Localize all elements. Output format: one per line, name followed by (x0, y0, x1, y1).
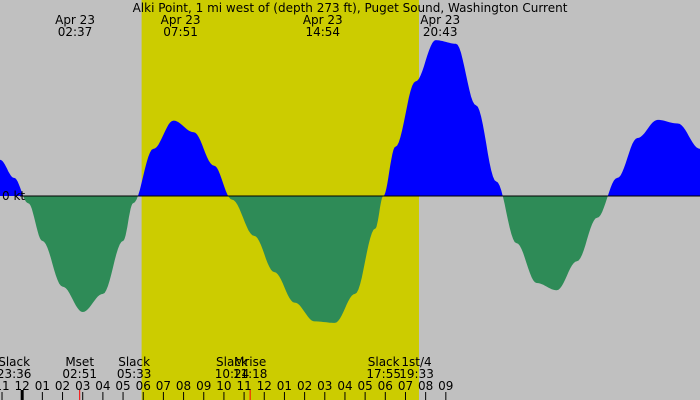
top-date-label: Apr 23 (55, 13, 95, 27)
hour-tick-label: 04 (337, 379, 352, 393)
event-name-label: Mset (65, 355, 94, 369)
hour-tick-label: 09 (438, 379, 453, 393)
hour-tick-label: 08 (418, 379, 433, 393)
hour-tick-label: 01 (277, 379, 292, 393)
event-time-label: 19:33 (399, 367, 434, 381)
top-time-label: 07:51 (163, 25, 198, 39)
hour-tick-label: 02 (55, 379, 70, 393)
hour-tick-label: 01 (35, 379, 50, 393)
hour-tick-label: 07 (398, 379, 413, 393)
event-time-label: 23:36 (0, 367, 31, 381)
flood-area (383, 40, 503, 196)
hour-tick-label: 11 (0, 379, 10, 393)
hour-tick-label: 04 (95, 379, 110, 393)
event-time-label: 11:18 (233, 367, 268, 381)
event-time-label: 17:55 (366, 367, 401, 381)
hour-tick-label: 05 (115, 379, 130, 393)
event-name-label: Slack (368, 355, 400, 369)
flood-area (607, 119, 700, 196)
hour-tick-label: 11 (236, 379, 251, 393)
top-date-label: Apr 23 (420, 13, 460, 27)
hour-axis: 11 12 01 02 03 04 05 06 07 08 09 10 11 12 01 02 03 04 05 06… (0, 379, 453, 400)
event-name-label: Slack (118, 355, 150, 369)
hour-tick-label: 09 (196, 379, 211, 393)
chart-title: Alki Point, 1 mi west of (depth 273 ft),… (133, 1, 568, 15)
hour-tick-label: 05 (357, 379, 372, 393)
zero-axis-label: 0 kt (2, 189, 25, 203)
hour-tick-label: 03 (75, 379, 90, 393)
flood-area (137, 120, 229, 196)
top-date-label: Apr 23 (161, 13, 201, 27)
event-name-label: 1st/4 (401, 355, 431, 369)
current-areas (0, 40, 700, 323)
hour-tick-label: 12 (257, 379, 272, 393)
flood-area (0, 159, 24, 196)
hour-tick-label: 03 (317, 379, 332, 393)
hour-tick-label: 06 (136, 379, 151, 393)
event-time-label: 02:51 (62, 367, 97, 381)
top-time-label: 20:43 (423, 25, 458, 39)
event-time-label: 05:33 (117, 367, 152, 381)
hour-tick-label: 12 (15, 379, 30, 393)
top-date-label: Apr 23 (303, 13, 343, 27)
hour-tick-label: 06 (378, 379, 393, 393)
event-name-label: Slack (216, 355, 248, 369)
ebb-area (228, 196, 384, 323)
ebb-area (23, 196, 138, 312)
top-time-label: 02:37 (58, 25, 93, 39)
event-name-label: Mrise (234, 355, 266, 369)
event-name-label: Slack (0, 355, 30, 369)
top-time-label: 14:54 (305, 25, 340, 39)
ebb-area (502, 196, 608, 291)
event-time-label: 10:24 (215, 367, 250, 381)
hour-tick-label: 07 (156, 379, 171, 393)
hour-tick-label: 08 (176, 379, 191, 393)
hour-tick-label: 10 (216, 379, 231, 393)
hour-tick-label: 02 (297, 379, 312, 393)
event-labels: Slack23:36Mset02:51Slack05:33Slack10:24M… (0, 355, 434, 381)
